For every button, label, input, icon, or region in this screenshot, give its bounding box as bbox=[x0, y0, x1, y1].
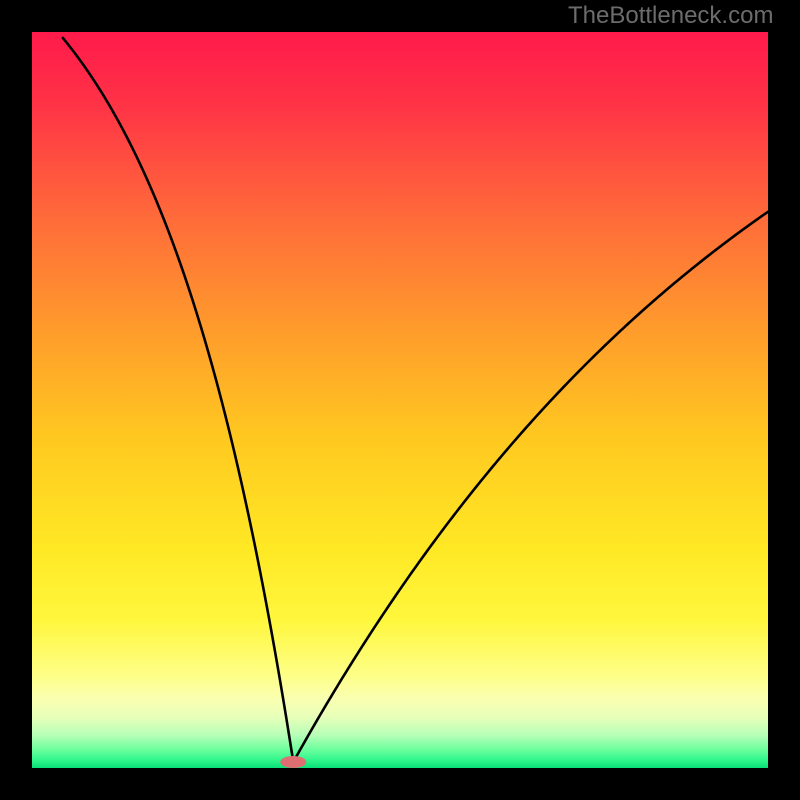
minimum-marker bbox=[280, 756, 306, 768]
watermark-text: TheBottleneck.com bbox=[568, 2, 773, 30]
gradient-background bbox=[32, 32, 768, 768]
bottleneck-chart bbox=[0, 0, 800, 800]
